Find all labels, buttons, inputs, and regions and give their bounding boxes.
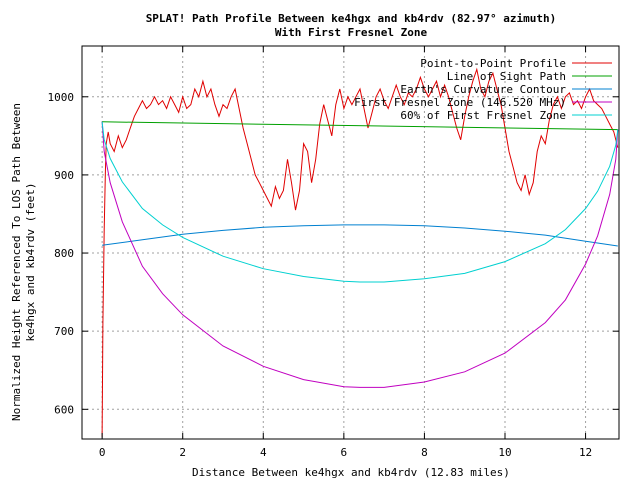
legend-entry-label: Point-to-Point Profile: [420, 57, 566, 70]
series-line-3: [102, 224, 618, 247]
x-tick-label: 12: [579, 446, 592, 459]
legend-entry-label: Earth's Curvature Contour: [400, 83, 566, 96]
plot-frame: [81, 45, 620, 440]
series-layer: [101, 67, 619, 437]
x-tick-label: 2: [179, 446, 186, 459]
series-line-4: [101, 121, 619, 388]
y-tick-label: 1000: [48, 91, 75, 104]
chart-subtitle: With First Fresnel Zone: [275, 26, 428, 39]
x-tick-label: 4: [260, 446, 267, 459]
x-axis-label: Distance Between ke4hgx and kb4rdv (12.8…: [192, 466, 510, 479]
x-tick-label: 0: [99, 446, 106, 459]
x-tick-label: 10: [498, 446, 511, 459]
y-axis-label-line-2: ke4hgx and kb4rdv (feet): [24, 183, 37, 342]
legend-entry-label: Line of Sight Path: [447, 70, 566, 83]
legend-entry-label: 60% of First Fresnel Zone: [400, 109, 566, 122]
series-line-2: [102, 121, 618, 131]
legend-entry-label: First Fresnel Zone (146.520 MHz): [354, 96, 566, 109]
grid-lines: [82, 46, 619, 439]
y-tick-label: 900: [54, 169, 74, 182]
y-tick-label: 700: [54, 325, 74, 338]
y-axis-label-line-1: Normalized Height Referenced To LOS Path…: [10, 103, 23, 421]
x-tick-label: 8: [421, 446, 428, 459]
chart-title: SPLAT! Path Profile Between ke4hgx and k…: [146, 12, 557, 25]
x-tick-label: 6: [341, 446, 348, 459]
axis-ticks: 0 2 4 6 8 10 12 600 700 800 900 1000: [48, 46, 619, 459]
series-line-1: [101, 67, 619, 437]
series-line-5: [101, 121, 619, 283]
y-tick-label: 800: [54, 247, 74, 260]
y-tick-label: 600: [54, 403, 74, 416]
